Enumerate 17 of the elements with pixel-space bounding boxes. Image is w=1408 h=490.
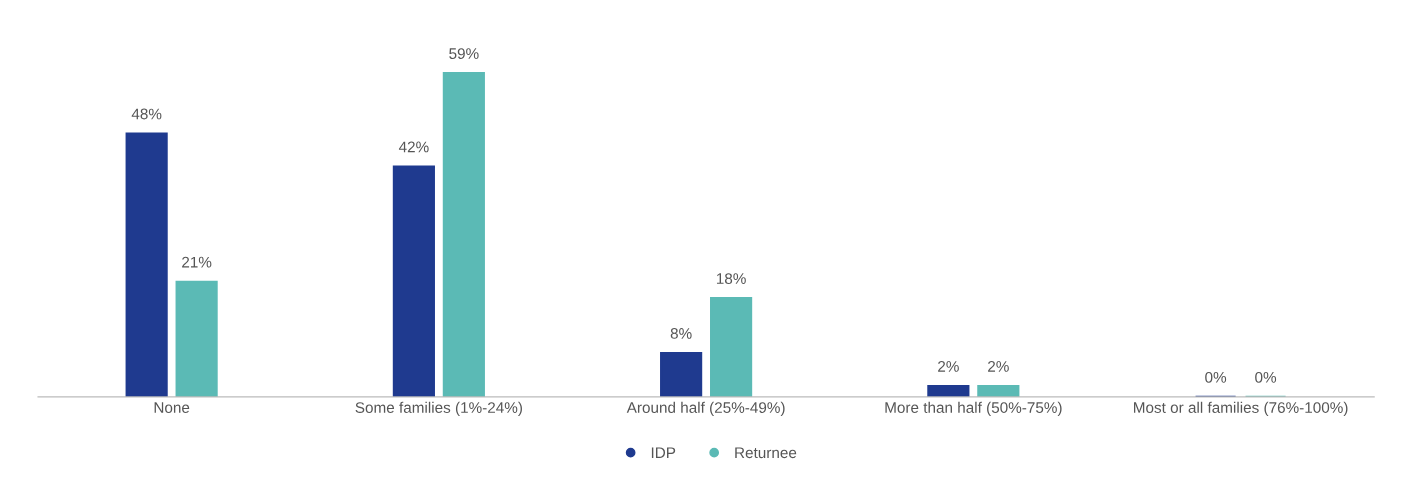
x-tick-label: None bbox=[154, 402, 190, 413]
x-tick-label: Most or all families (76%-100%) bbox=[1134, 401, 1348, 416]
x-tick-label: Around half (25%-49%) bbox=[626, 401, 785, 416]
data-label: 42% bbox=[398, 141, 429, 153]
data-label: 8% bbox=[670, 328, 692, 339]
data-label: 2% bbox=[938, 360, 959, 372]
data-label: 18% bbox=[716, 273, 746, 284]
x-tick-label: Some families (1%-24%) bbox=[355, 401, 522, 416]
legend-label: Returnee bbox=[735, 447, 797, 459]
legend-label: IDP bbox=[651, 447, 676, 458]
data-label: 0% bbox=[1255, 371, 1277, 383]
data-label: 21% bbox=[182, 256, 212, 268]
data-label: 48% bbox=[131, 108, 162, 120]
data-label: 2% bbox=[988, 360, 1009, 372]
data-label: 59% bbox=[449, 48, 479, 60]
data-label: 0% bbox=[1205, 371, 1227, 383]
x-tick-label: More than half (50%-75%) bbox=[885, 401, 1062, 416]
